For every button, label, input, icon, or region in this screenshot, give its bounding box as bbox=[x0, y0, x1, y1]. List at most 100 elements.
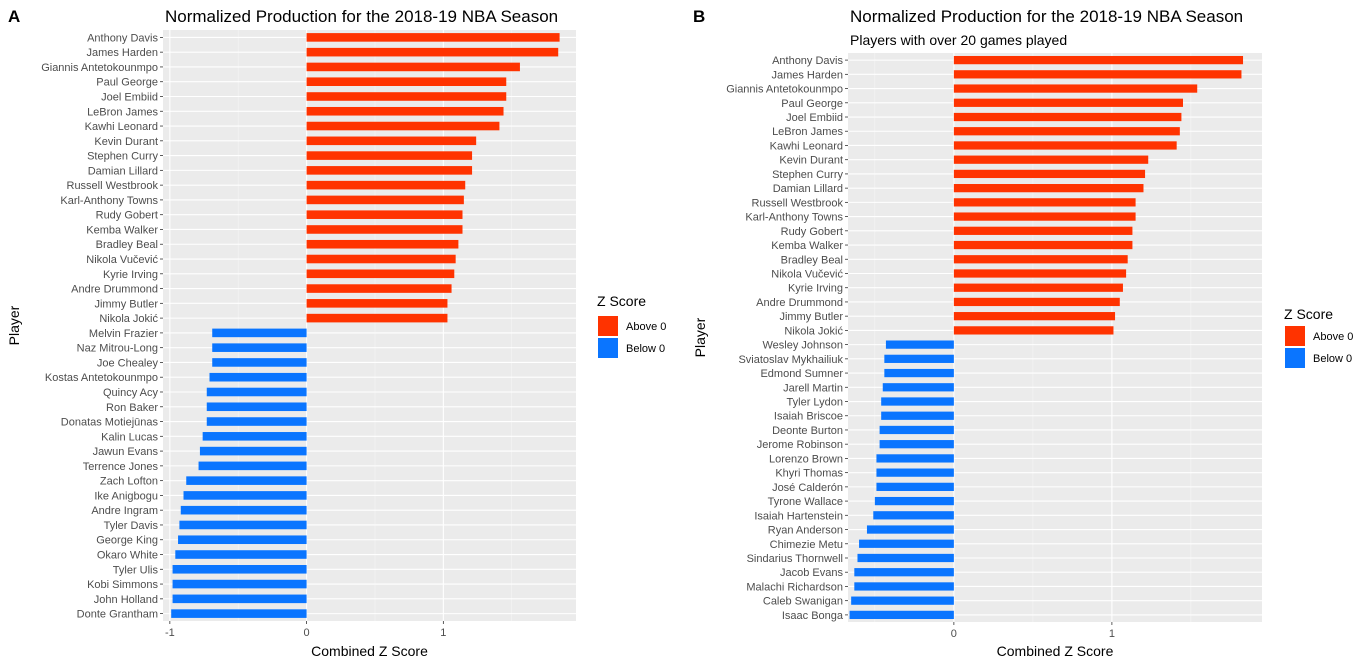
y-tick-label: Naz Mitrou-Long bbox=[77, 343, 158, 355]
bar bbox=[857, 553, 954, 563]
bar bbox=[953, 55, 1244, 65]
legend-swatch bbox=[1285, 326, 1305, 346]
bar bbox=[172, 594, 307, 604]
bar bbox=[306, 195, 464, 205]
y-tick-label: Nikola Jokić bbox=[784, 325, 843, 337]
x-tick-label: 0 bbox=[304, 627, 310, 639]
y-tick-label: Sindarius Thornwell bbox=[747, 553, 843, 565]
bar bbox=[953, 212, 1136, 221]
y-tick-label: Chimezie Metu bbox=[770, 539, 843, 551]
y-tick-label: Kemba Walker bbox=[771, 240, 843, 252]
bar bbox=[183, 491, 307, 500]
y-tick-label: Jawun Evans bbox=[93, 446, 159, 458]
y-tick-label: Paul George bbox=[781, 98, 843, 110]
y-tick-label: Paul George bbox=[96, 77, 158, 89]
bar bbox=[306, 77, 507, 86]
y-tick-label: Rudy Gobert bbox=[96, 210, 158, 222]
bar bbox=[306, 210, 463, 219]
legend-swatch bbox=[598, 316, 618, 336]
y-tick-label: Tyler Ulis bbox=[113, 564, 159, 576]
bar bbox=[306, 33, 560, 42]
bar bbox=[884, 368, 954, 378]
bar bbox=[866, 525, 954, 534]
bar bbox=[172, 565, 307, 574]
y-tick-label: Anthony Davis bbox=[87, 32, 158, 44]
y-tick-label: Tyler Lydon bbox=[787, 397, 843, 409]
y-tick-label: Donte Grantham bbox=[77, 609, 158, 621]
bar bbox=[212, 343, 307, 352]
y-tick-label: Kyrie Irving bbox=[103, 269, 158, 281]
x-axis-title: Combined Z Score bbox=[311, 643, 428, 659]
bar bbox=[178, 535, 307, 545]
x-tick-label: -1 bbox=[165, 627, 175, 639]
legend: Z Score Above 0 Below 0 bbox=[1284, 306, 1353, 368]
bar bbox=[179, 520, 307, 530]
y-tick-label: Andre Ingram bbox=[91, 505, 158, 517]
bar bbox=[953, 127, 1180, 136]
bar bbox=[306, 180, 466, 190]
y-tick-label: Kevin Durant bbox=[94, 136, 158, 148]
legend-label: Above 0 bbox=[626, 321, 666, 333]
bar bbox=[306, 151, 473, 160]
bar bbox=[854, 582, 954, 591]
bar bbox=[879, 425, 954, 435]
bar bbox=[874, 496, 954, 506]
bar bbox=[212, 328, 307, 338]
bar bbox=[876, 468, 954, 477]
legend-swatch bbox=[1285, 348, 1305, 368]
chart-panel-b: Anthony Davis James Harden Giannis Antetok… bbox=[692, 7, 1353, 659]
y-tick-label: Jimmy Butler bbox=[779, 311, 843, 323]
bar bbox=[953, 297, 1120, 307]
y-tick-label: Caleb Swanigan bbox=[763, 596, 843, 608]
bar bbox=[851, 596, 954, 605]
plot-background bbox=[848, 53, 1262, 622]
y-tick-label: Tyrone Wallace bbox=[768, 496, 843, 508]
bar bbox=[306, 284, 452, 293]
bar bbox=[953, 70, 1242, 79]
y-tick-label: Khyri Thomas bbox=[775, 468, 843, 480]
y-tick-label: Terrence Jones bbox=[83, 461, 159, 473]
y-axis-title: Player bbox=[6, 305, 22, 345]
x-axis-title: Combined Z Score bbox=[997, 643, 1114, 659]
bar bbox=[306, 136, 477, 146]
chart-panel-a: Anthony Davis James Harden Giannis Antetok… bbox=[6, 7, 666, 659]
y-tick-label: José Calderón bbox=[772, 482, 843, 494]
bar bbox=[306, 106, 504, 116]
legend-swatch bbox=[598, 338, 618, 358]
bar bbox=[206, 417, 307, 426]
y-tick-label: Jarell Martin bbox=[783, 382, 843, 394]
y-tick-label: Okaro White bbox=[97, 550, 158, 562]
bar bbox=[209, 372, 307, 382]
bar bbox=[186, 476, 307, 485]
y-tick-label: Stephen Curry bbox=[87, 151, 158, 163]
legend-label: Above 0 bbox=[1313, 331, 1353, 343]
bar bbox=[882, 383, 954, 392]
bar bbox=[953, 198, 1136, 207]
y-tick-label: Ron Baker bbox=[106, 402, 158, 414]
x-tick-label: 1 bbox=[1109, 628, 1115, 640]
bar bbox=[879, 440, 954, 449]
y-tick-label: Bradley Beal bbox=[781, 254, 843, 266]
bar bbox=[885, 340, 954, 349]
bar bbox=[198, 461, 307, 471]
y-tick-label: Karl-Anthony Towns bbox=[745, 212, 843, 224]
y-tick-label: James Harden bbox=[771, 69, 843, 81]
y-tick-label: Kevin Durant bbox=[779, 155, 843, 167]
y-tick-label: Jimmy Butler bbox=[94, 298, 158, 310]
bar bbox=[199, 446, 307, 456]
bar bbox=[306, 313, 448, 323]
bar bbox=[873, 511, 954, 520]
x-tick-label: 0 bbox=[951, 628, 957, 640]
y-tick-label: Joel Embiid bbox=[101, 91, 158, 103]
y-tick-label: Isaiah Briscoe bbox=[774, 411, 843, 423]
bar bbox=[306, 225, 463, 234]
y-tick-label: Isaiah Hartenstein bbox=[754, 510, 843, 522]
y-tick-label: Stephen Curry bbox=[772, 169, 843, 181]
bar bbox=[206, 402, 307, 412]
y-tick-label: Nikola Jokić bbox=[99, 313, 158, 325]
legend-title: Z Score bbox=[1284, 306, 1333, 322]
bar bbox=[881, 397, 954, 406]
y-tick-label: Russell Westbrook bbox=[67, 180, 159, 192]
